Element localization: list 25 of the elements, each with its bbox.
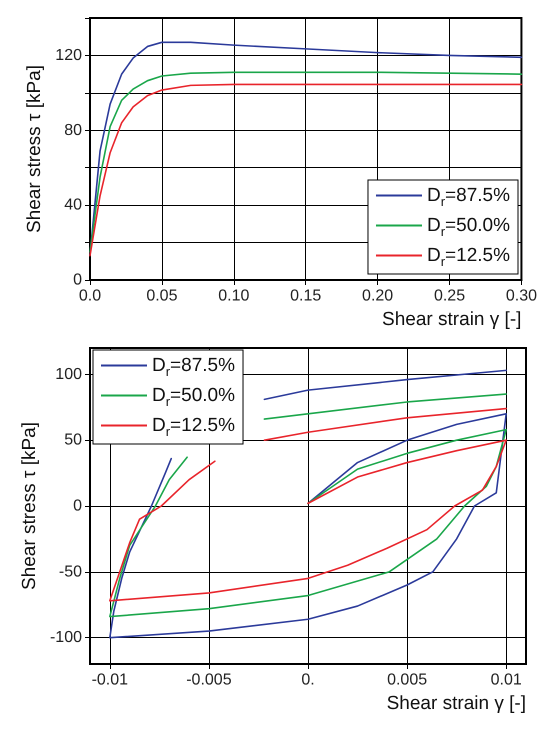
x-tick-label: 0. (301, 672, 315, 688)
y-tick-label: 80 (64, 122, 82, 139)
x-tick-label: 0.005 (387, 672, 428, 688)
y-tick-label: 40 (64, 196, 82, 214)
x-tick-label: 0.15 (290, 288, 322, 304)
x-tick-label: 0.01 (490, 672, 522, 688)
y-tick-label: 120 (55, 46, 82, 64)
y-tick-label: -100 (50, 629, 82, 646)
y-tick-label: -50 (58, 563, 82, 580)
y-tick-label: 0 (73, 272, 82, 288)
y-axis-title: Shear stress τ [kPa] (24, 64, 45, 234)
x-axis-title: Shear strain γ [-] (386, 693, 526, 714)
y-tick-label: 0 (73, 498, 82, 514)
y-tick-label: 100 (55, 366, 82, 383)
x-tick-label: 0.20 (362, 288, 394, 304)
x-tick-label: -0.01 (92, 672, 128, 688)
y-axis-title: Shear stress τ [kPa] (19, 422, 40, 590)
y-tick-label: 50 (64, 432, 82, 449)
x-tick-label: 0.30 (506, 288, 538, 304)
x-axis-title: Shear strain γ [-] (382, 309, 522, 330)
x-tick-label: 0.10 (218, 288, 250, 304)
x-tick-label: 0.0 (78, 288, 102, 304)
x-tick-label: -0.005 (186, 672, 232, 688)
x-tick-label: 0.05 (146, 288, 178, 304)
x-tick-label: 0.25 (434, 288, 466, 304)
